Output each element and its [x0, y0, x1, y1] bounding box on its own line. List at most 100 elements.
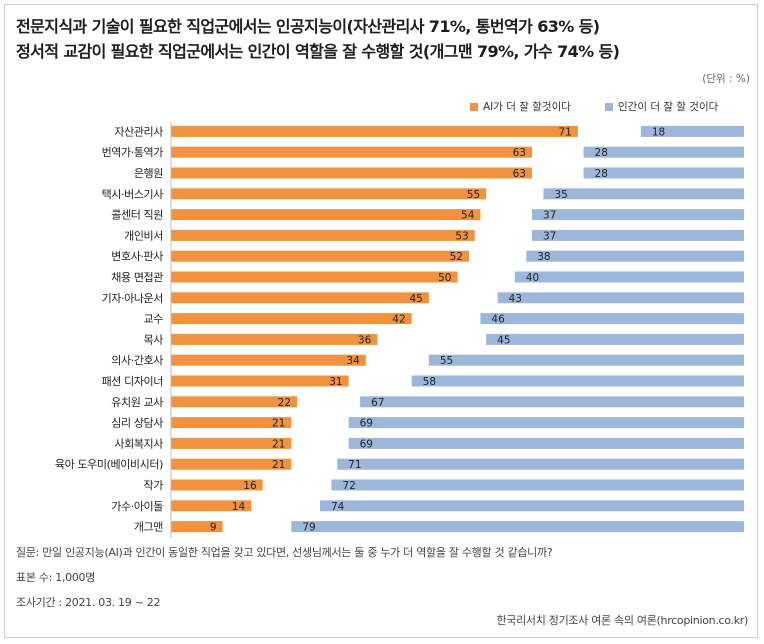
bar-ai: [171, 521, 223, 533]
data-label-ai: 45: [409, 293, 422, 305]
legend-human-label: 인간이 더 잘 할 것이다: [618, 101, 719, 113]
bar-human: [331, 479, 744, 491]
category-label: 개그맨: [134, 521, 163, 534]
bar-ai: [171, 458, 292, 470]
bar-ai: [171, 333, 378, 345]
legend-ai: AI가 더 잘 할것이다: [470, 99, 571, 114]
data-label-human: 69: [360, 418, 373, 430]
category-label: 자산관리사: [114, 125, 163, 138]
category-label: 변호사·판사: [111, 250, 163, 263]
category-label: 육아 도우미(베이비시터): [55, 458, 163, 471]
survey-period: 조사기간 : 2021. 03. 19 ~ 22: [16, 596, 161, 609]
bar-ai: [171, 354, 366, 366]
data-label-ai: 50: [438, 272, 451, 284]
category-label: 채용 면접관: [111, 271, 163, 284]
category-label: 유치원 교사: [111, 396, 163, 409]
bar-ai: [171, 167, 532, 179]
data-label-ai: 21: [272, 418, 285, 430]
bar-ai: [171, 146, 532, 158]
bar-human: [583, 167, 744, 179]
bar-ai: [171, 271, 458, 283]
chart-title-line1: 전문지식과 기술이 필요한 직업군에서는 인공지능이(자산관리사 71%, 통번…: [16, 17, 600, 36]
data-label-ai: 71: [558, 126, 571, 138]
category-label: 목사: [144, 333, 164, 346]
bar-ai: [171, 250, 469, 262]
data-label-ai: 21: [272, 459, 285, 471]
data-label-human: 18: [652, 126, 665, 138]
data-label-human: 43: [509, 293, 522, 305]
data-label-human: 71: [348, 459, 361, 471]
survey-question: 질문: 만일 인공지능(AI)과 인간이 동일한 직업을 갖고 있다면, 선생님…: [16, 546, 553, 559]
data-label-human: 37: [543, 230, 556, 242]
data-label-human: 55: [440, 355, 453, 367]
unit-label: (단위 : %): [702, 73, 750, 85]
bar-ai: [171, 188, 487, 200]
category-label: 개인비서: [124, 229, 163, 242]
data-label-human: 37: [543, 210, 556, 222]
bar-human: [543, 188, 744, 200]
legend-ai-swatch: [470, 102, 478, 111]
legend-human: 인간이 더 잘 할 것이다: [605, 99, 718, 114]
chart-title-line2: 정서적 교감이 필요한 직업군에서는 인간이 역할을 잘 수행할 것(개그맨 7…: [16, 42, 620, 61]
data-label-ai: 53: [455, 230, 468, 242]
bar-human: [514, 271, 744, 283]
data-label-human: 28: [595, 147, 608, 159]
legend-human-swatch: [605, 102, 613, 111]
data-label-human: 38: [537, 251, 550, 263]
bar-human: [337, 458, 744, 470]
data-label-ai: 31: [329, 376, 342, 388]
data-label-human: 67: [371, 397, 384, 409]
bar-human: [411, 375, 744, 387]
data-label-ai: 14: [232, 501, 246, 513]
bar-ai: [171, 229, 475, 241]
data-label-human: 28: [595, 168, 608, 180]
data-label-ai: 9: [210, 522, 217, 534]
data-label-ai: 54: [461, 210, 475, 222]
category-label: 교수: [144, 313, 164, 326]
bar-ai: [171, 209, 481, 221]
bar-human: [531, 229, 744, 241]
data-label-ai: 42: [392, 314, 405, 326]
data-label-ai: 63: [513, 147, 526, 159]
bar-human: [531, 209, 744, 221]
bar-human: [640, 125, 744, 137]
legend-ai-label: AI가 더 잘 할것이다: [483, 101, 571, 113]
bar-ai: [171, 292, 429, 304]
bar-human: [360, 396, 744, 408]
data-label-human: 74: [331, 501, 345, 513]
bar-human: [486, 333, 744, 345]
category-label: 택시·버스기사: [102, 188, 164, 201]
data-label-human: 79: [302, 522, 315, 534]
bar-ai: [171, 125, 578, 137]
data-label-ai: 21: [272, 438, 285, 450]
data-label-ai: 36: [358, 334, 372, 346]
category-label: 기자·아나운서: [102, 292, 163, 305]
category-label: 의사·간호사: [111, 354, 163, 367]
data-label-human: 72: [342, 480, 355, 492]
category-label: 작가: [144, 479, 164, 492]
bar-ai: [171, 500, 252, 512]
data-label-human: 35: [554, 189, 567, 201]
data-label-human: 69: [360, 438, 373, 450]
category-label: 번역가·통역가: [102, 146, 164, 159]
data-label-ai: 16: [243, 480, 257, 492]
bar-ai: [171, 313, 412, 325]
bar-human: [348, 437, 744, 449]
category-label: 심리 상담사: [111, 417, 163, 430]
bar-human: [428, 354, 744, 366]
category-label: 가수·아이돌: [111, 500, 163, 513]
data-label-ai: 63: [513, 168, 526, 180]
bar-human: [480, 313, 744, 325]
data-label-human: 46: [491, 314, 505, 326]
category-label: 패션 디자이너: [102, 375, 163, 388]
bar-ai: [171, 479, 263, 491]
source-credit: 한국리서치 정기조사 여론 속의 여론(hrcopinion.co.kr): [496, 614, 748, 627]
bar-human: [583, 146, 744, 158]
data-label-human: 58: [423, 376, 436, 388]
bar-ai: [171, 375, 349, 387]
category-label: 콜센터 직원: [111, 209, 163, 222]
bar-ai: [171, 417, 292, 429]
data-label-ai: 34: [346, 355, 360, 367]
data-label-ai: 22: [278, 397, 291, 409]
